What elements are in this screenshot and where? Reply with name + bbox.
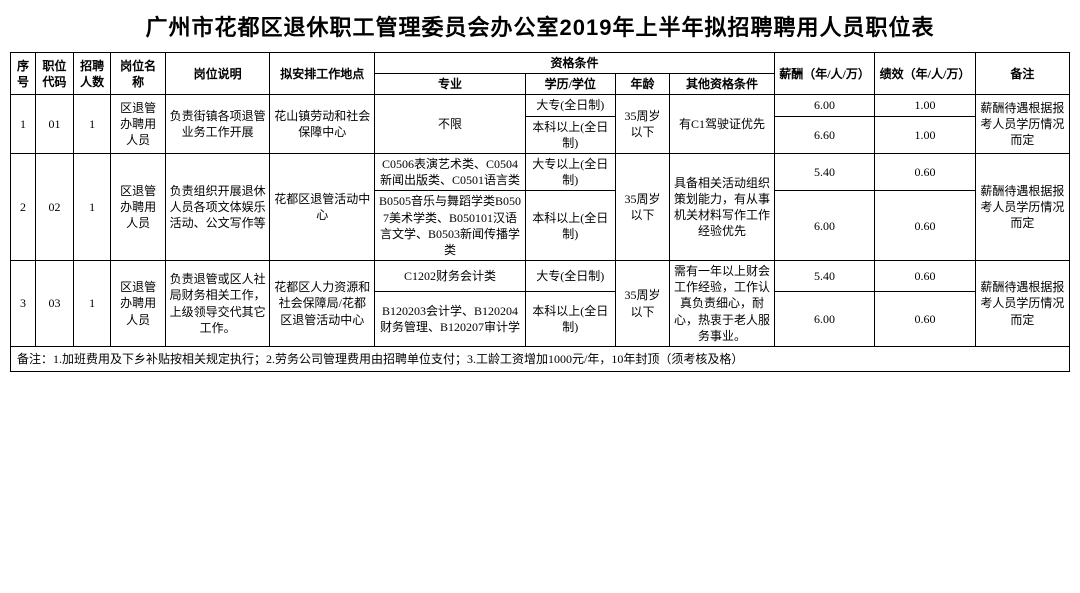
cell-major: C1202财务会计类 xyxy=(375,261,526,292)
cell-post-desc: 负责街镇各项退管业务工作开展 xyxy=(165,95,270,154)
cell-age: 35周岁以下 xyxy=(615,261,669,347)
position-table: 序号 职位代码 招聘人数 岗位名称 岗位说明 拟安排工作地点 资格条件 薪酬（年… xyxy=(10,52,1070,372)
cell-edu: 本科以上(全日制) xyxy=(525,292,615,347)
cell-remark: 薪酬待遇根据报考人员学历情况而定 xyxy=(975,261,1069,347)
cell-code: 02 xyxy=(36,153,74,260)
cell-salary: 6.00 xyxy=(774,191,874,261)
cell-other: 需有一年以上财会工作经验，工作认真负责细心，耐心，热衷于老人服务事业。 xyxy=(670,261,775,347)
cell-edu: 本科以上(全日制) xyxy=(525,191,615,261)
cell-other: 有C1驾驶证优先 xyxy=(670,95,775,154)
col-code: 职位代码 xyxy=(36,53,74,95)
cell-salary: 5.40 xyxy=(774,153,874,190)
cell-edu: 大专以上(全日制) xyxy=(525,153,615,190)
cell-perf: 0.60 xyxy=(875,261,975,292)
cell-edu: 大专(全日制) xyxy=(525,261,615,292)
cell-code: 01 xyxy=(36,95,74,154)
cell-perf: 1.00 xyxy=(875,116,975,153)
cell-post-desc: 负责退管或区人社局财务相关工作，上级领导交代其它工作。 xyxy=(165,261,270,347)
cell-salary: 6.60 xyxy=(774,116,874,153)
cell-perf: 0.60 xyxy=(875,153,975,190)
cell-age: 35周岁以下 xyxy=(615,153,669,260)
cell-other: 具备相关活动组织策划能力，有从事机关材料写作工作经验优先 xyxy=(670,153,775,260)
col-major: 专业 xyxy=(375,74,526,95)
cell-num: 1 xyxy=(73,261,111,347)
cell-remark: 薪酬待遇根据报考人员学历情况而定 xyxy=(975,153,1069,260)
col-qual: 资格条件 xyxy=(375,53,775,74)
document-root: 广州市花都区退休职工管理委员会办公室2019年上半年拟招聘聘用人员职位表 序号 … xyxy=(0,0,1080,593)
col-seq: 序号 xyxy=(11,53,36,95)
table-row: 2021区退管办聘用人员负责组织开展退休人员各项文体娱乐活动、公文写作等花都区退… xyxy=(11,153,1070,190)
table-header: 序号 职位代码 招聘人数 岗位名称 岗位说明 拟安排工作地点 资格条件 薪酬（年… xyxy=(11,53,1070,95)
cell-salary: 5.40 xyxy=(774,261,874,292)
cell-post-desc: 负责组织开展退休人员各项文体娱乐活动、公文写作等 xyxy=(165,153,270,260)
cell-perf: 0.60 xyxy=(875,292,975,347)
cell-seq: 1 xyxy=(11,95,36,154)
cell-edu: 本科以上(全日制) xyxy=(525,116,615,153)
col-place: 拟安排工作地点 xyxy=(270,53,375,95)
cell-num: 1 xyxy=(73,153,111,260)
col-edu: 学历/学位 xyxy=(525,74,615,95)
col-age: 年龄 xyxy=(615,74,669,95)
cell-perf: 0.60 xyxy=(875,191,975,261)
cell-post-name: 区退管办聘用人员 xyxy=(111,95,165,154)
col-remark: 备注 xyxy=(975,53,1069,95)
cell-major: B0505音乐与舞蹈学类B0507美术学类、B050101汉语言文学、B0503… xyxy=(375,191,526,261)
col-other: 其他资格条件 xyxy=(670,74,775,95)
table-row: 3031区退管办聘用人员负责退管或区人社局财务相关工作，上级领导交代其它工作。花… xyxy=(11,261,1070,292)
cell-perf: 1.00 xyxy=(875,95,975,116)
col-pname: 岗位名称 xyxy=(111,53,165,95)
cell-major: 不限 xyxy=(375,95,526,154)
table-row: 1011区退管办聘用人员负责街镇各项退管业务工作开展花山镇劳动和社会保障中心不限… xyxy=(11,95,1070,116)
cell-major: B120203会计学、B120204财务管理、B120207审计学 xyxy=(375,292,526,347)
footnote-text: 备注：1.加班费用及下乡补贴按相关规定执行；2.劳务公司管理费用由招聘单位支付；… xyxy=(11,347,1070,372)
footnote-row: 备注：1.加班费用及下乡补贴按相关规定执行；2.劳务公司管理费用由招聘单位支付；… xyxy=(11,347,1070,372)
col-perf: 绩效（年/人/万） xyxy=(875,53,975,95)
cell-post-name: 区退管办聘用人员 xyxy=(111,261,165,347)
cell-seq: 3 xyxy=(11,261,36,347)
cell-salary: 6.00 xyxy=(774,292,874,347)
cell-age: 35周岁以下 xyxy=(615,95,669,154)
cell-num: 1 xyxy=(73,95,111,154)
col-desc: 岗位说明 xyxy=(165,53,270,95)
cell-remark: 薪酬待遇根据报考人员学历情况而定 xyxy=(975,95,1069,154)
col-salary: 薪酬（年/人/万） xyxy=(774,53,874,95)
table-body: 1011区退管办聘用人员负责街镇各项退管业务工作开展花山镇劳动和社会保障中心不限… xyxy=(11,95,1070,347)
cell-work-place: 花都区退管活动中心 xyxy=(270,153,375,260)
cell-salary: 6.00 xyxy=(774,95,874,116)
page-title: 广州市花都区退休职工管理委员会办公室2019年上半年拟招聘聘用人员职位表 xyxy=(10,10,1070,42)
cell-edu: 大专(全日制) xyxy=(525,95,615,116)
cell-work-place: 花山镇劳动和社会保障中心 xyxy=(270,95,375,154)
cell-major: C0506表演艺术类、C0504新闻出版类、C0501语言类 xyxy=(375,153,526,190)
cell-seq: 2 xyxy=(11,153,36,260)
cell-code: 03 xyxy=(36,261,74,347)
cell-work-place: 花都区人力资源和社会保障局/花都区退管活动中心 xyxy=(270,261,375,347)
col-num: 招聘人数 xyxy=(73,53,111,95)
cell-post-name: 区退管办聘用人员 xyxy=(111,153,165,260)
